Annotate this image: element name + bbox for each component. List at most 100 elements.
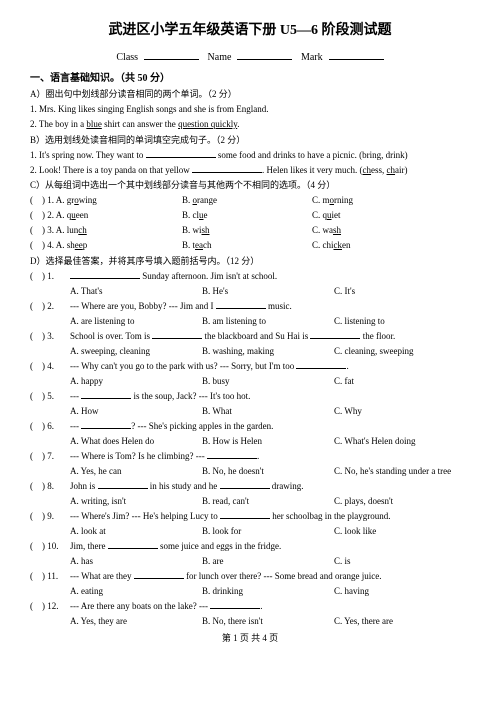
opt-c[interactable]: C. Yes, there are bbox=[334, 615, 466, 629]
opt-b[interactable]: B. drinking bbox=[202, 585, 334, 599]
name-label: Name bbox=[208, 50, 232, 61]
paren[interactable]: ( bbox=[30, 510, 42, 524]
opt-c[interactable]: C. What's Helen doing bbox=[334, 435, 466, 449]
opt-b[interactable]: B. read, can't bbox=[202, 495, 334, 509]
d-q1-opts: A. That'sB. He'sC. It's bbox=[70, 285, 470, 299]
c-q1: () 1. A. growingB. orangeC. morning bbox=[30, 194, 470, 208]
paren[interactable]: ( bbox=[30, 270, 42, 284]
d-q3-opts: A. sweeping, cleaningB. washing, makingC… bbox=[70, 345, 470, 359]
opt-b[interactable]: B. How is Helen bbox=[202, 435, 334, 449]
paren[interactable]: ( bbox=[30, 224, 42, 238]
c-q2: () 2. A. queenB. clueC. quiet bbox=[30, 209, 470, 223]
d-q8: () 8.John is in his study and he drawing… bbox=[30, 480, 470, 494]
d-q11-opts: A. eatingB. drinkingC. having bbox=[70, 585, 470, 599]
d-q9-opts: A. look atB. look forC. look like bbox=[70, 525, 470, 539]
part-b-heading: B）选用划线处读音相同的单词填空完成句子。（2 分） bbox=[30, 134, 470, 148]
c-q4: () 4. A. sheepB. teachC. chicken bbox=[30, 239, 470, 253]
paren[interactable]: ( bbox=[30, 540, 42, 554]
opt-c[interactable]: C. It's bbox=[334, 285, 466, 299]
paren[interactable]: ( bbox=[30, 390, 42, 404]
opt-b[interactable]: B. washing, making bbox=[202, 345, 334, 359]
opt-b[interactable]: B. He's bbox=[202, 285, 334, 299]
c-q3: () 3. A. lunchB. wishC. wash bbox=[30, 224, 470, 238]
opt-c[interactable]: C. listening to bbox=[334, 315, 466, 329]
header-fields: Class Name Mark bbox=[30, 49, 470, 65]
opt-a[interactable]: A. are listening to bbox=[70, 315, 202, 329]
mark-blank[interactable] bbox=[329, 49, 384, 60]
blank[interactable] bbox=[146, 149, 216, 158]
d-q9: () 9.--- Where's Jim? --- He's helping L… bbox=[30, 510, 470, 524]
opt-c[interactable]: C. fat bbox=[334, 375, 466, 389]
paren[interactable]: ( bbox=[30, 360, 42, 374]
paren[interactable]: ( bbox=[30, 300, 42, 314]
paren[interactable]: ( bbox=[30, 480, 42, 494]
d-q3: () 3.School is over. Tom is the blackboa… bbox=[30, 330, 470, 344]
d-q4-opts: A. happyB. busyC. fat bbox=[70, 375, 470, 389]
opt-b[interactable]: B. No, he doesn't bbox=[202, 465, 334, 479]
part-a-heading: A）圈出句中划线部分读音相同的两个单词。（2 分） bbox=[30, 88, 470, 102]
opt-a[interactable]: A. sweeping, cleaning bbox=[70, 345, 202, 359]
opt-c[interactable]: C. No, he's standing under a tree bbox=[334, 465, 466, 479]
opt-a[interactable]: A. happy bbox=[70, 375, 202, 389]
paren[interactable]: ( bbox=[30, 194, 42, 208]
opt-b[interactable]: B. look for bbox=[202, 525, 334, 539]
opt-c[interactable]: C. having bbox=[334, 585, 466, 599]
d-q12-opts: A. Yes, they areB. No, there isn'tC. Yes… bbox=[70, 615, 470, 629]
d-q10-opts: A. hasB. areC. is bbox=[70, 555, 470, 569]
d-q4: () 4.--- Why can't you go to the park wi… bbox=[30, 360, 470, 374]
opt-c[interactable]: C. cleaning, sweeping bbox=[334, 345, 466, 359]
title: 武进区小学五年级英语下册 U5—6 阶段测试题 bbox=[30, 20, 470, 41]
class-label: Class bbox=[116, 50, 138, 61]
d-q2-opts: A. are listening toB. am listening toC. … bbox=[70, 315, 470, 329]
paren[interactable]: ( bbox=[30, 330, 42, 344]
paren[interactable]: ( bbox=[30, 570, 42, 584]
paren[interactable]: ( bbox=[30, 600, 42, 614]
paren[interactable]: ( bbox=[30, 209, 42, 223]
d-q6-opts: A. What does Helen doB. How is HelenC. W… bbox=[70, 435, 470, 449]
d-q7: () 7.--- Where is Tom? Is he climbing? -… bbox=[30, 450, 470, 464]
b-q1: 1. It's spring now. They want to some fo… bbox=[30, 149, 470, 163]
d-q12: () 12.--- Are there any boats on the lak… bbox=[30, 600, 470, 614]
opt-a[interactable]: A. Yes, he can bbox=[70, 465, 202, 479]
opt-c[interactable]: C. look like bbox=[334, 525, 466, 539]
opt-b[interactable]: B. busy bbox=[202, 375, 334, 389]
name-blank[interactable] bbox=[237, 49, 292, 60]
opt-a[interactable]: A. What does Helen do bbox=[70, 435, 202, 449]
page-footer: 第 1 页 共 4 页 bbox=[30, 632, 470, 646]
section-1-heading: 一、语言基础知识。（共 50 分） bbox=[30, 71, 470, 86]
opt-b[interactable]: B. am listening to bbox=[202, 315, 334, 329]
opt-a[interactable]: A. look at bbox=[70, 525, 202, 539]
part-d-heading: D）选择最佳答案，并将其序号填入题前括号内。（12 分） bbox=[30, 255, 470, 269]
class-blank[interactable] bbox=[144, 49, 199, 60]
opt-b[interactable]: B. What bbox=[202, 405, 334, 419]
opt-c[interactable]: C. is bbox=[334, 555, 466, 569]
paren[interactable]: ( bbox=[30, 420, 42, 434]
b-q2: 2. Look! There is a toy panda on that ye… bbox=[30, 164, 470, 178]
opt-a[interactable]: A. writing, isn't bbox=[70, 495, 202, 509]
opt-a[interactable]: A. has bbox=[70, 555, 202, 569]
opt-a[interactable]: A. How bbox=[70, 405, 202, 419]
d-q7-opts: A. Yes, he canB. No, he doesn'tC. No, he… bbox=[70, 465, 470, 479]
a-q1: 1. Mrs. King likes singing English songs… bbox=[30, 103, 470, 117]
d-q1: () 1. Sunday afternoon. Jim isn't at sch… bbox=[30, 270, 470, 284]
opt-a[interactable]: A. eating bbox=[70, 585, 202, 599]
d-q11: () 11.--- What are they for lunch over t… bbox=[30, 570, 470, 584]
part-c-heading: C）从每组词中选出一个其中划线部分读音与其他两个不相同的选项。（4 分） bbox=[30, 179, 470, 193]
d-q6: () 6.--- ? --- She's picking apples in t… bbox=[30, 420, 470, 434]
d-q5-opts: A. HowB. WhatC. Why bbox=[70, 405, 470, 419]
paren[interactable]: ( bbox=[30, 450, 42, 464]
opt-c[interactable]: C. plays, doesn't bbox=[334, 495, 466, 509]
d-q2: () 2.--- Where are you, Bobby? --- Jim a… bbox=[30, 300, 470, 314]
blank[interactable] bbox=[192, 164, 262, 173]
d-q5: () 5.--- is the soup, Jack? --- It's too… bbox=[30, 390, 470, 404]
d-q10: () 10.Jim, there some juice and eggs in … bbox=[30, 540, 470, 554]
opt-a[interactable]: A. That's bbox=[70, 285, 202, 299]
opt-b[interactable]: B. No, there isn't bbox=[202, 615, 334, 629]
paren[interactable]: ( bbox=[30, 239, 42, 253]
opt-c[interactable]: C. Why bbox=[334, 405, 466, 419]
d-q8-opts: A. writing, isn'tB. read, can'tC. plays,… bbox=[70, 495, 470, 509]
a-q2: 2. The boy in a blue shirt can answer th… bbox=[30, 118, 470, 132]
mark-label: Mark bbox=[301, 50, 323, 61]
opt-b[interactable]: B. are bbox=[202, 555, 334, 569]
opt-a[interactable]: A. Yes, they are bbox=[70, 615, 202, 629]
